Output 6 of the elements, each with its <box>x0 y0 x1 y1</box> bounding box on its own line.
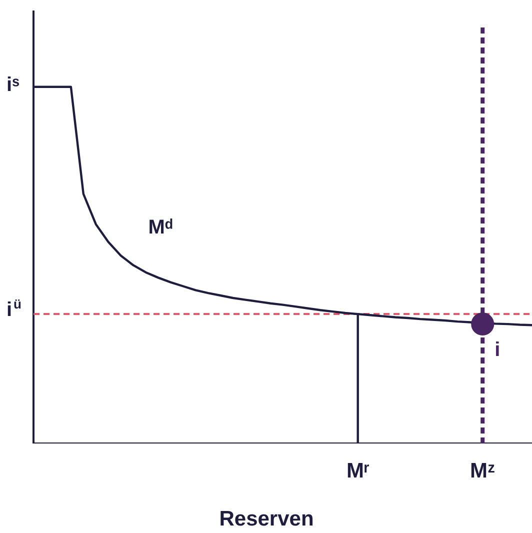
series-label: Mᵈ <box>148 216 173 239</box>
series-label: i <box>494 339 500 362</box>
x-axis-title: Reserven <box>219 508 314 530</box>
x-tick-label: Mʳ <box>346 460 370 482</box>
x-tick-label: Mᶻ <box>470 460 496 482</box>
text: iˢ <box>6 74 20 96</box>
